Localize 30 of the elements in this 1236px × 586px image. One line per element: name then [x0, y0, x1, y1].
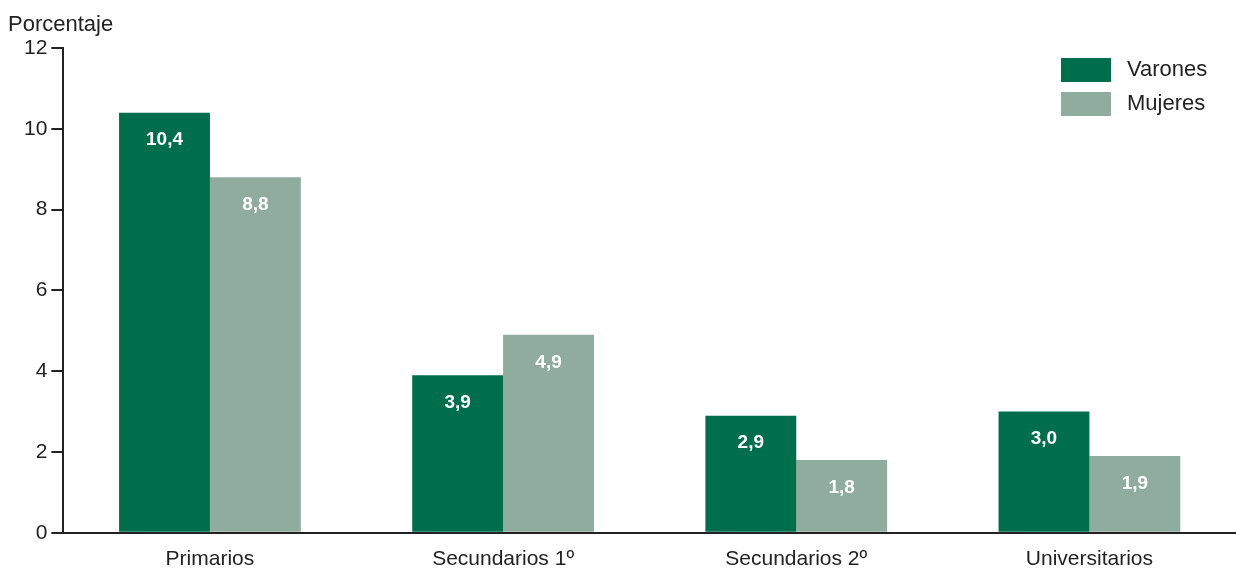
y-tick-label: 4	[35, 358, 48, 381]
y-tick-label: 6	[35, 277, 48, 301]
bar	[1089, 456, 1181, 532]
bar	[209, 177, 301, 532]
y-tick-label: 12	[24, 34, 48, 58]
data-label: 8,8	[242, 193, 269, 215]
data-label: 10,4	[146, 128, 184, 150]
x-tick-label: Secundarios 2º	[725, 546, 868, 570]
data-label: 1,9	[1121, 471, 1149, 493]
legend-label: Mujeres	[1127, 90, 1206, 116]
data-label: 1,8	[828, 475, 855, 497]
bar	[503, 334, 594, 532]
data-label: 4,9	[535, 350, 562, 372]
bar	[998, 411, 1090, 532]
legend-label: Varones	[1127, 56, 1208, 82]
bar	[119, 112, 210, 532]
data-label: 2,9	[737, 431, 765, 453]
x-tick-label: Primarios	[165, 546, 255, 570]
x-tick-label: Secundarios 1º	[432, 546, 575, 570]
y-tick-label: 10	[24, 115, 48, 139]
data-label: 3,0	[1030, 427, 1058, 449]
y-tick-label: 8	[35, 196, 48, 220]
y-axis-title: Porcentaje	[8, 11, 114, 37]
bar	[412, 375, 504, 532]
bar	[705, 415, 797, 532]
bar	[796, 460, 888, 532]
x-tick-label: Universitarios	[1025, 546, 1154, 570]
y-tick-label: 2	[35, 438, 48, 462]
y-tick-label: 0	[35, 519, 48, 543]
data-label: 3,9	[444, 390, 471, 412]
